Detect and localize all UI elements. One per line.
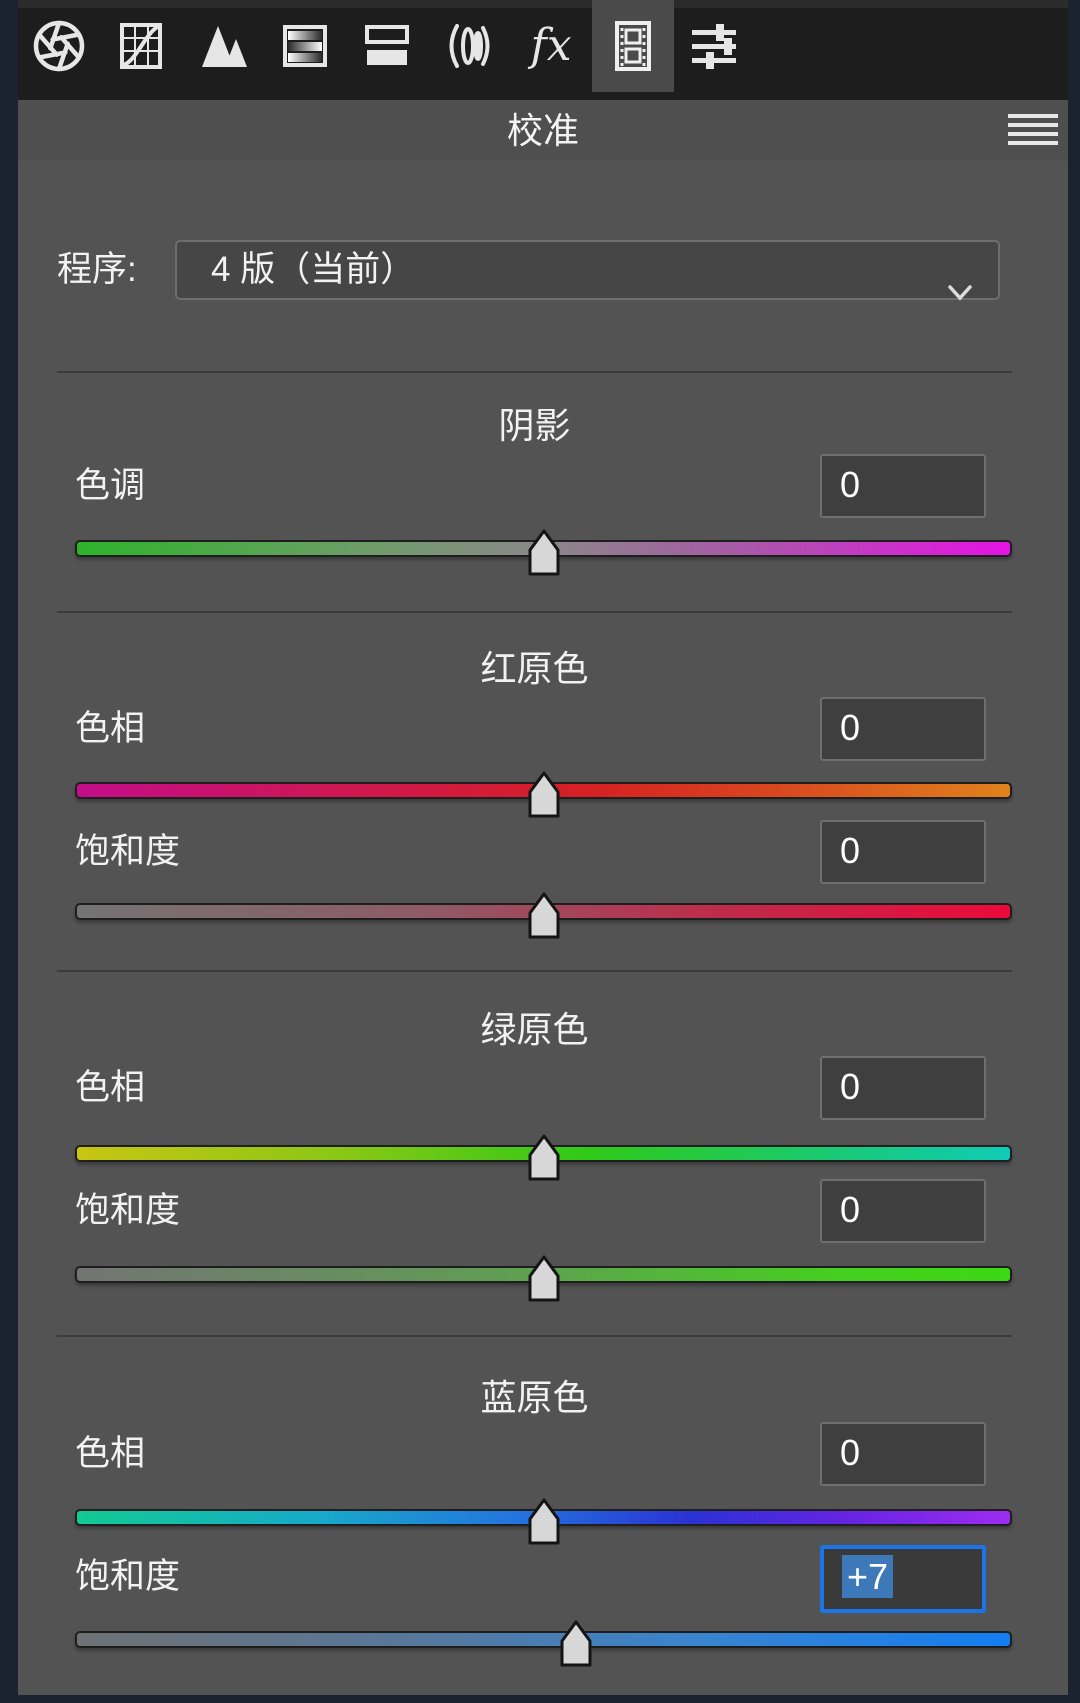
lens-icon bbox=[442, 19, 496, 73]
tab-presets[interactable] bbox=[674, 0, 756, 92]
section-title: 阴影 bbox=[498, 405, 571, 446]
green-hue-slider-handle[interactable] bbox=[527, 1134, 561, 1182]
panel-title-bar bbox=[18, 100, 1068, 161]
process-version-value: 4 版（当前） bbox=[211, 250, 416, 289]
blue-saturation-label: 饱和度 bbox=[75, 1557, 181, 1596]
tab-detail[interactable] bbox=[182, 0, 264, 92]
green-hue-label: 色相 bbox=[75, 1068, 146, 1107]
tab-effects[interactable]: fx bbox=[510, 0, 592, 92]
section-divider bbox=[57, 611, 1012, 613]
green-saturation-value-input[interactable]: 0 bbox=[820, 1179, 986, 1243]
process-label: 程序: bbox=[57, 250, 137, 289]
blue-saturation-slider-handle[interactable] bbox=[559, 1620, 593, 1668]
tint-value-input[interactable]: 0 bbox=[820, 454, 986, 518]
blue-saturation-slider-track[interactable] bbox=[75, 1620, 1012, 1667]
chevron-down-icon bbox=[948, 262, 972, 318]
tab-tone-curve[interactable] bbox=[100, 0, 182, 92]
split-toning-icon bbox=[360, 19, 414, 73]
red-hue-label: 色相 bbox=[75, 709, 146, 748]
red-hue-slider-handle[interactable] bbox=[527, 771, 561, 819]
blue-hue-label: 色相 bbox=[75, 1434, 146, 1473]
panel-menu-button[interactable] bbox=[1004, 113, 1062, 153]
top-edge-bar bbox=[18, 0, 1068, 8]
section-divider bbox=[57, 371, 1012, 373]
section-divider bbox=[57, 970, 1012, 972]
red-hue-slider-track[interactable] bbox=[75, 771, 1012, 818]
red-saturation-slider-handle[interactable] bbox=[527, 892, 561, 940]
section-title: 蓝原色 bbox=[480, 1377, 589, 1418]
blue-hue-slider-handle[interactable] bbox=[527, 1498, 561, 1546]
tab-basic[interactable] bbox=[18, 0, 100, 92]
blue-saturation-value-input[interactable]: +7 bbox=[820, 1545, 986, 1613]
fx-icon: fx bbox=[530, 20, 572, 71]
tint-label: 色调 bbox=[75, 466, 146, 505]
detail-icon bbox=[196, 19, 250, 73]
tint-slider-track[interactable] bbox=[75, 529, 1012, 576]
panel-tab-bar bbox=[18, 8, 1068, 100]
tint-slider-handle[interactable] bbox=[527, 529, 561, 577]
filmstrip-icon bbox=[606, 19, 660, 73]
red-hue-value-input[interactable]: 0 bbox=[820, 697, 986, 761]
aperture-icon bbox=[32, 19, 86, 73]
tab-hsl-grayscale[interactable] bbox=[264, 0, 346, 92]
tone-curve-icon bbox=[114, 19, 168, 73]
tab-split-toning[interactable] bbox=[346, 0, 428, 92]
process-version-select[interactable]: 4 版（当前） bbox=[175, 240, 1000, 301]
green-hue-slider-track[interactable] bbox=[75, 1134, 1012, 1181]
red-saturation-slider-track[interactable] bbox=[75, 892, 1012, 939]
blue-hue-value-input[interactable]: 0 bbox=[820, 1422, 986, 1486]
tab-lens-corrections[interactable] bbox=[428, 0, 510, 92]
selected-text: +7 bbox=[842, 1555, 894, 1598]
blue-hue-slider-track[interactable] bbox=[75, 1498, 1012, 1545]
red-saturation-value-input[interactable]: 0 bbox=[820, 820, 986, 884]
green-hue-value-input[interactable]: 0 bbox=[820, 1056, 986, 1120]
hamburger-menu-icon bbox=[1008, 113, 1058, 153]
green-saturation-label: 饱和度 bbox=[75, 1191, 181, 1230]
tab-camera-calibration[interactable] bbox=[592, 0, 674, 92]
panel-title: 校准 bbox=[506, 110, 579, 151]
section-title: 红原色 bbox=[480, 648, 589, 689]
presets-icon bbox=[688, 19, 742, 73]
section-divider bbox=[57, 1335, 1012, 1337]
hsl-icon bbox=[278, 19, 332, 73]
green-saturation-slider-handle[interactable] bbox=[527, 1255, 561, 1303]
section-title: 绿原色 bbox=[480, 1009, 589, 1050]
green-saturation-slider-track[interactable] bbox=[75, 1255, 1012, 1302]
red-saturation-label: 饱和度 bbox=[75, 832, 181, 871]
